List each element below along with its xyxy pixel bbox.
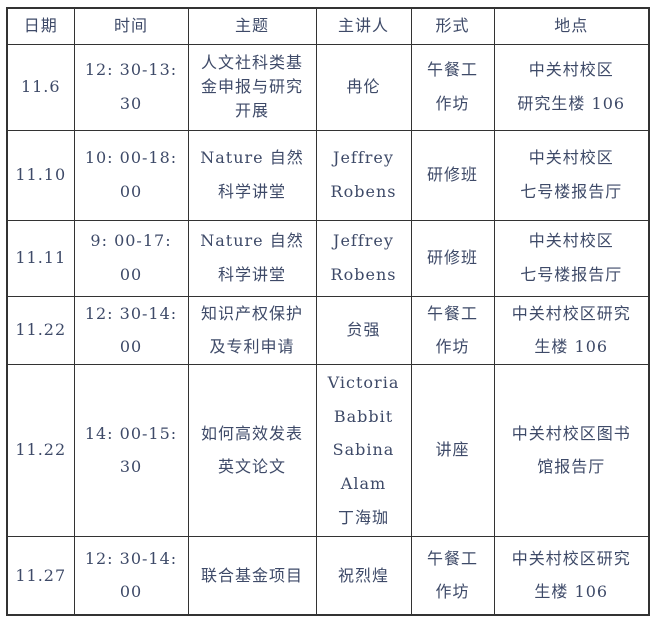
cell-time: 14: 00-15: 30 — [73, 363, 189, 537]
table-row: 11.27 12: 30-14: 00 联合基金项目 祝烈煌 午餐工 作坊 中关… — [6, 535, 650, 616]
cell-topic: 联合基金项目 — [187, 535, 317, 616]
cell-topic: Nature 自然 科学讲堂 — [187, 219, 317, 297]
cell-format: 讲座 — [410, 363, 495, 537]
cell-topic: 如何高效发表 英文论文 — [187, 363, 317, 537]
cell-topic: 人文社科类基 金申报与研究 开展 — [187, 43, 317, 131]
cell-topic: Nature 自然 科学讲堂 — [187, 129, 317, 221]
cell-topic: 知识产权保护 及专利申请 — [187, 295, 317, 365]
cell-location: 中关村校区图书 馆报告厅 — [493, 363, 650, 537]
cell-speaker: Jeffrey Robens — [315, 129, 412, 221]
column-header-time: 时间 — [73, 7, 189, 45]
column-header-speaker: 主讲人 — [315, 7, 412, 45]
cell-date: 11.11 — [6, 219, 75, 297]
table-row: 11.22 14: 00-15: 30 如何高效发表 英文论文 Victoria… — [6, 363, 650, 537]
cell-date: 11.27 — [6, 535, 75, 616]
schedule-table-container: 日期 时间 主题 主讲人 形式 地点 11.6 12: 30-13: 30 人文… — [6, 7, 650, 617]
cell-speaker: 冉伦 — [315, 43, 412, 131]
column-header-topic: 主题 — [187, 7, 317, 45]
cell-time: 9: 00-17: 00 — [73, 219, 189, 297]
cell-date: 11.6 — [6, 43, 75, 131]
table-row: 11.11 9: 00-17: 00 Nature 自然 科学讲堂 Jeffre… — [6, 219, 650, 297]
table-row: 11.22 12: 30-14: 00 知识产权保护 及专利申请 贠强 午餐工 … — [6, 295, 650, 365]
cell-time: 12: 30-14: 00 — [73, 535, 189, 616]
cell-location: 中关村校区 研究生楼 106 — [493, 43, 650, 131]
cell-time: 12: 30-14: 00 — [73, 295, 189, 365]
cell-format: 午餐工 作坊 — [410, 535, 495, 616]
cell-format: 研修班 — [410, 129, 495, 221]
table-row: 11.6 12: 30-13: 30 人文社科类基 金申报与研究 开展 冉伦 午… — [6, 43, 650, 131]
cell-time: 10: 00-18: 00 — [73, 129, 189, 221]
cell-speaker: 贠强 — [315, 295, 412, 365]
table-row: 11.10 10: 00-18: 00 Nature 自然 科学讲堂 Jeffr… — [6, 129, 650, 221]
cell-date: 11.22 — [6, 295, 75, 365]
column-header-location: 地点 — [493, 7, 650, 45]
cell-format: 研修班 — [410, 219, 495, 297]
cell-date: 11.10 — [6, 129, 75, 221]
cell-time: 12: 30-13: 30 — [73, 43, 189, 131]
cell-location: 中关村校区研究 生楼 106 — [493, 535, 650, 616]
column-header-format: 形式 — [410, 7, 495, 45]
cell-date: 11.22 — [6, 363, 75, 537]
cell-format: 午餐工 作坊 — [410, 295, 495, 365]
cell-format: 午餐工 作坊 — [410, 43, 495, 131]
cell-speaker: Jeffrey Robens — [315, 219, 412, 297]
cell-speaker: 祝烈煌 — [315, 535, 412, 616]
table-header-row: 日期 时间 主题 主讲人 形式 地点 — [6, 7, 650, 45]
cell-location: 中关村校区 七号楼报告厅 — [493, 129, 650, 221]
cell-location: 中关村校区研究 生楼 106 — [493, 295, 650, 365]
training-schedule-table: 日期 时间 主题 主讲人 形式 地点 11.6 12: 30-13: 30 人文… — [6, 7, 650, 617]
column-header-date: 日期 — [6, 7, 75, 45]
cell-location: 中关村校区 七号楼报告厅 — [493, 219, 650, 297]
cell-speaker: Victoria Babbit Sabina Alam 丁海珈 — [315, 363, 412, 537]
